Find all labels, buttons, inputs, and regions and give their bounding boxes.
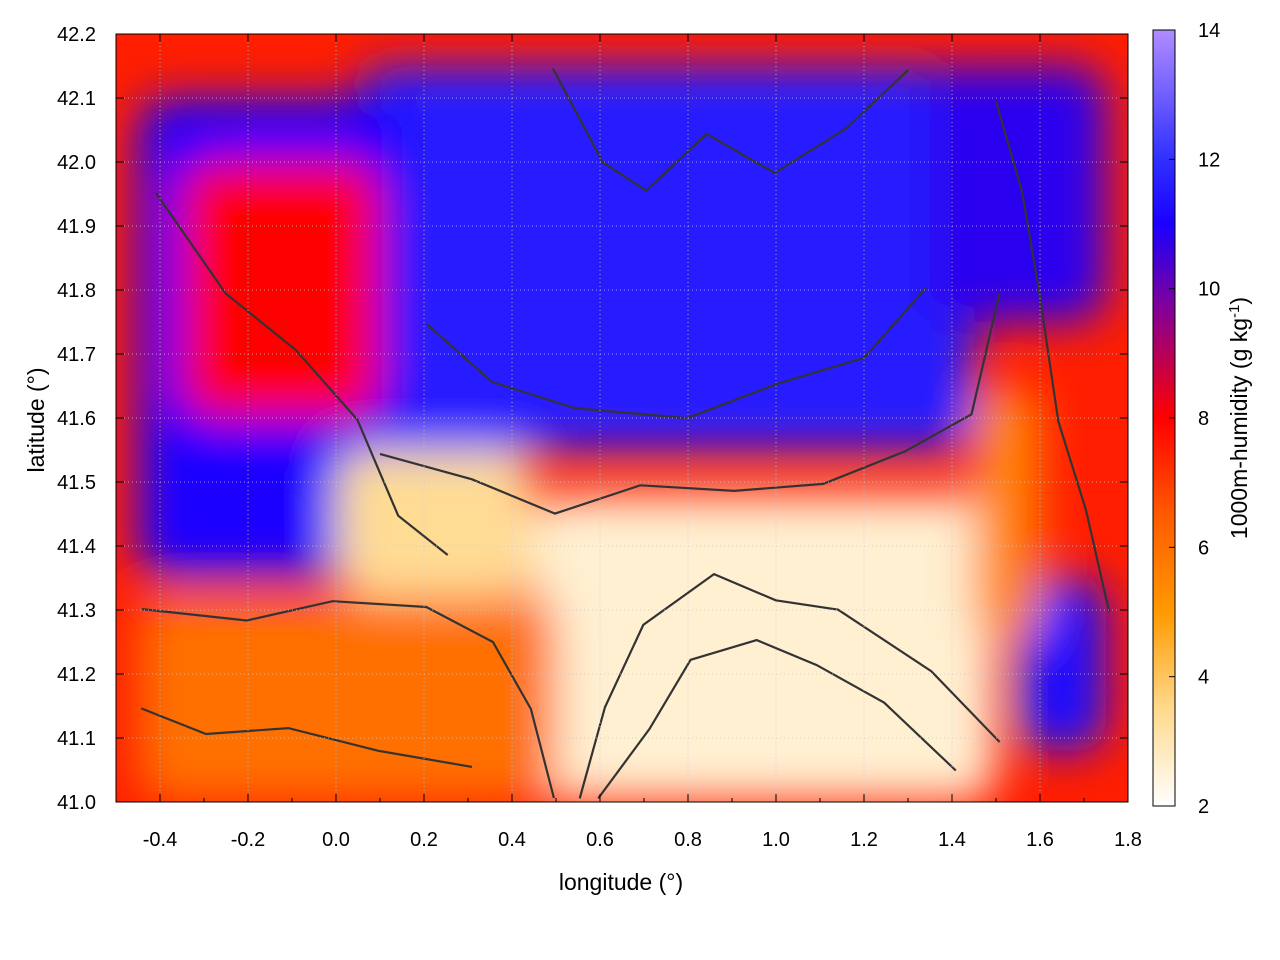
colorbar-title-exponent: -1 [1226, 305, 1243, 318]
contour-line [995, 101, 1111, 613]
colorbar-tick-label: 12 [1198, 149, 1220, 171]
x-tick-label: 1.4 [938, 829, 966, 851]
heatmap-regions [138, 66, 1106, 802]
y-tick-label: 41.8 [57, 280, 96, 302]
colorbar-tick-label: 10 [1198, 279, 1220, 301]
contour-line [426, 287, 927, 420]
y-tick-label: 42.0 [57, 152, 96, 174]
x-tick-label: 1.6 [1026, 829, 1054, 851]
heatmap-region-east-moist [930, 66, 1106, 322]
heatmap-region-south-east-moist [1018, 578, 1106, 751]
contour-line [155, 192, 449, 556]
y-tick-label: 41.3 [57, 600, 96, 622]
colorbar-tick-label: 6 [1198, 537, 1209, 559]
colorbar-tick-label: 8 [1198, 408, 1209, 430]
heatmap-region-south-west-orange [138, 597, 556, 802]
y-tick-label: 42.2 [57, 24, 96, 46]
heatmap-region-north-moist-core [358, 66, 974, 450]
x-tick-label: -0.4 [143, 829, 177, 851]
y-tick-label: 41.5 [57, 472, 96, 494]
x-tick-label: 0.4 [498, 829, 526, 851]
heatmap-region-south-central-dry [534, 494, 996, 802]
y-tick-label: 41.1 [57, 728, 96, 750]
x-tick-label: 0.8 [674, 829, 702, 851]
colorbar-tick-label: 14 [1198, 20, 1220, 42]
contour-line [551, 67, 910, 192]
x-tick-label: 0.0 [322, 829, 350, 851]
y-tick-label: 42.1 [57, 88, 96, 110]
y-axis: 41.0 41.1 41.2 41.3 41.4 41.5 41.6 41.7 41.8 41.9… [57, 24, 1128, 814]
colorbar-tick-label: 2 [1198, 796, 1209, 818]
y-tick-label: 41.0 [57, 792, 96, 814]
y-tick-label: 41.9 [57, 216, 96, 238]
x-tick-label: 1.8 [1114, 829, 1142, 851]
y-tick-label: 41.2 [57, 664, 96, 686]
y-tick-label: 41.4 [57, 536, 96, 558]
x-axis-title: longitude (°) [559, 869, 683, 895]
heatmap-region-east-orange-band [974, 386, 1040, 642]
heatmap-region-central-dry-tongue [336, 450, 534, 598]
contour-line [141, 600, 555, 799]
x-tick-label: 0.6 [586, 829, 614, 851]
colorbar-ticks: 2 4 6 8 10 12 14 [1169, 20, 1220, 818]
colorbar-title: 1000m-humidity (g kg-1) [1226, 297, 1253, 539]
contour-line [597, 638, 957, 800]
colorbar-title-main: 1000m-humidity (g kg [1226, 318, 1252, 539]
x-axis: -0.4 -0.2 0.0 0.2 0.4 0.6 0.8 1.0 1.2 1.4 1.6 1.8 [115, 34, 1142, 851]
x-tick-label: -0.2 [231, 829, 265, 851]
contour-line [379, 293, 1001, 515]
contour-line [140, 707, 473, 768]
contour-lines [140, 67, 1111, 800]
x-tick-label: 1.2 [850, 829, 878, 851]
contour-line [578, 572, 1001, 799]
y-tick-label: 41.7 [57, 344, 96, 366]
x-tick-label: 0.2 [410, 829, 438, 851]
colorbar-tick-label: 4 [1198, 667, 1209, 689]
x-tick-label: 1.0 [762, 829, 790, 851]
y-axis-title: latitude (°) [23, 367, 49, 472]
y-tick-label: 41.6 [57, 408, 96, 430]
colorbar-title-close: ) [1226, 297, 1252, 305]
